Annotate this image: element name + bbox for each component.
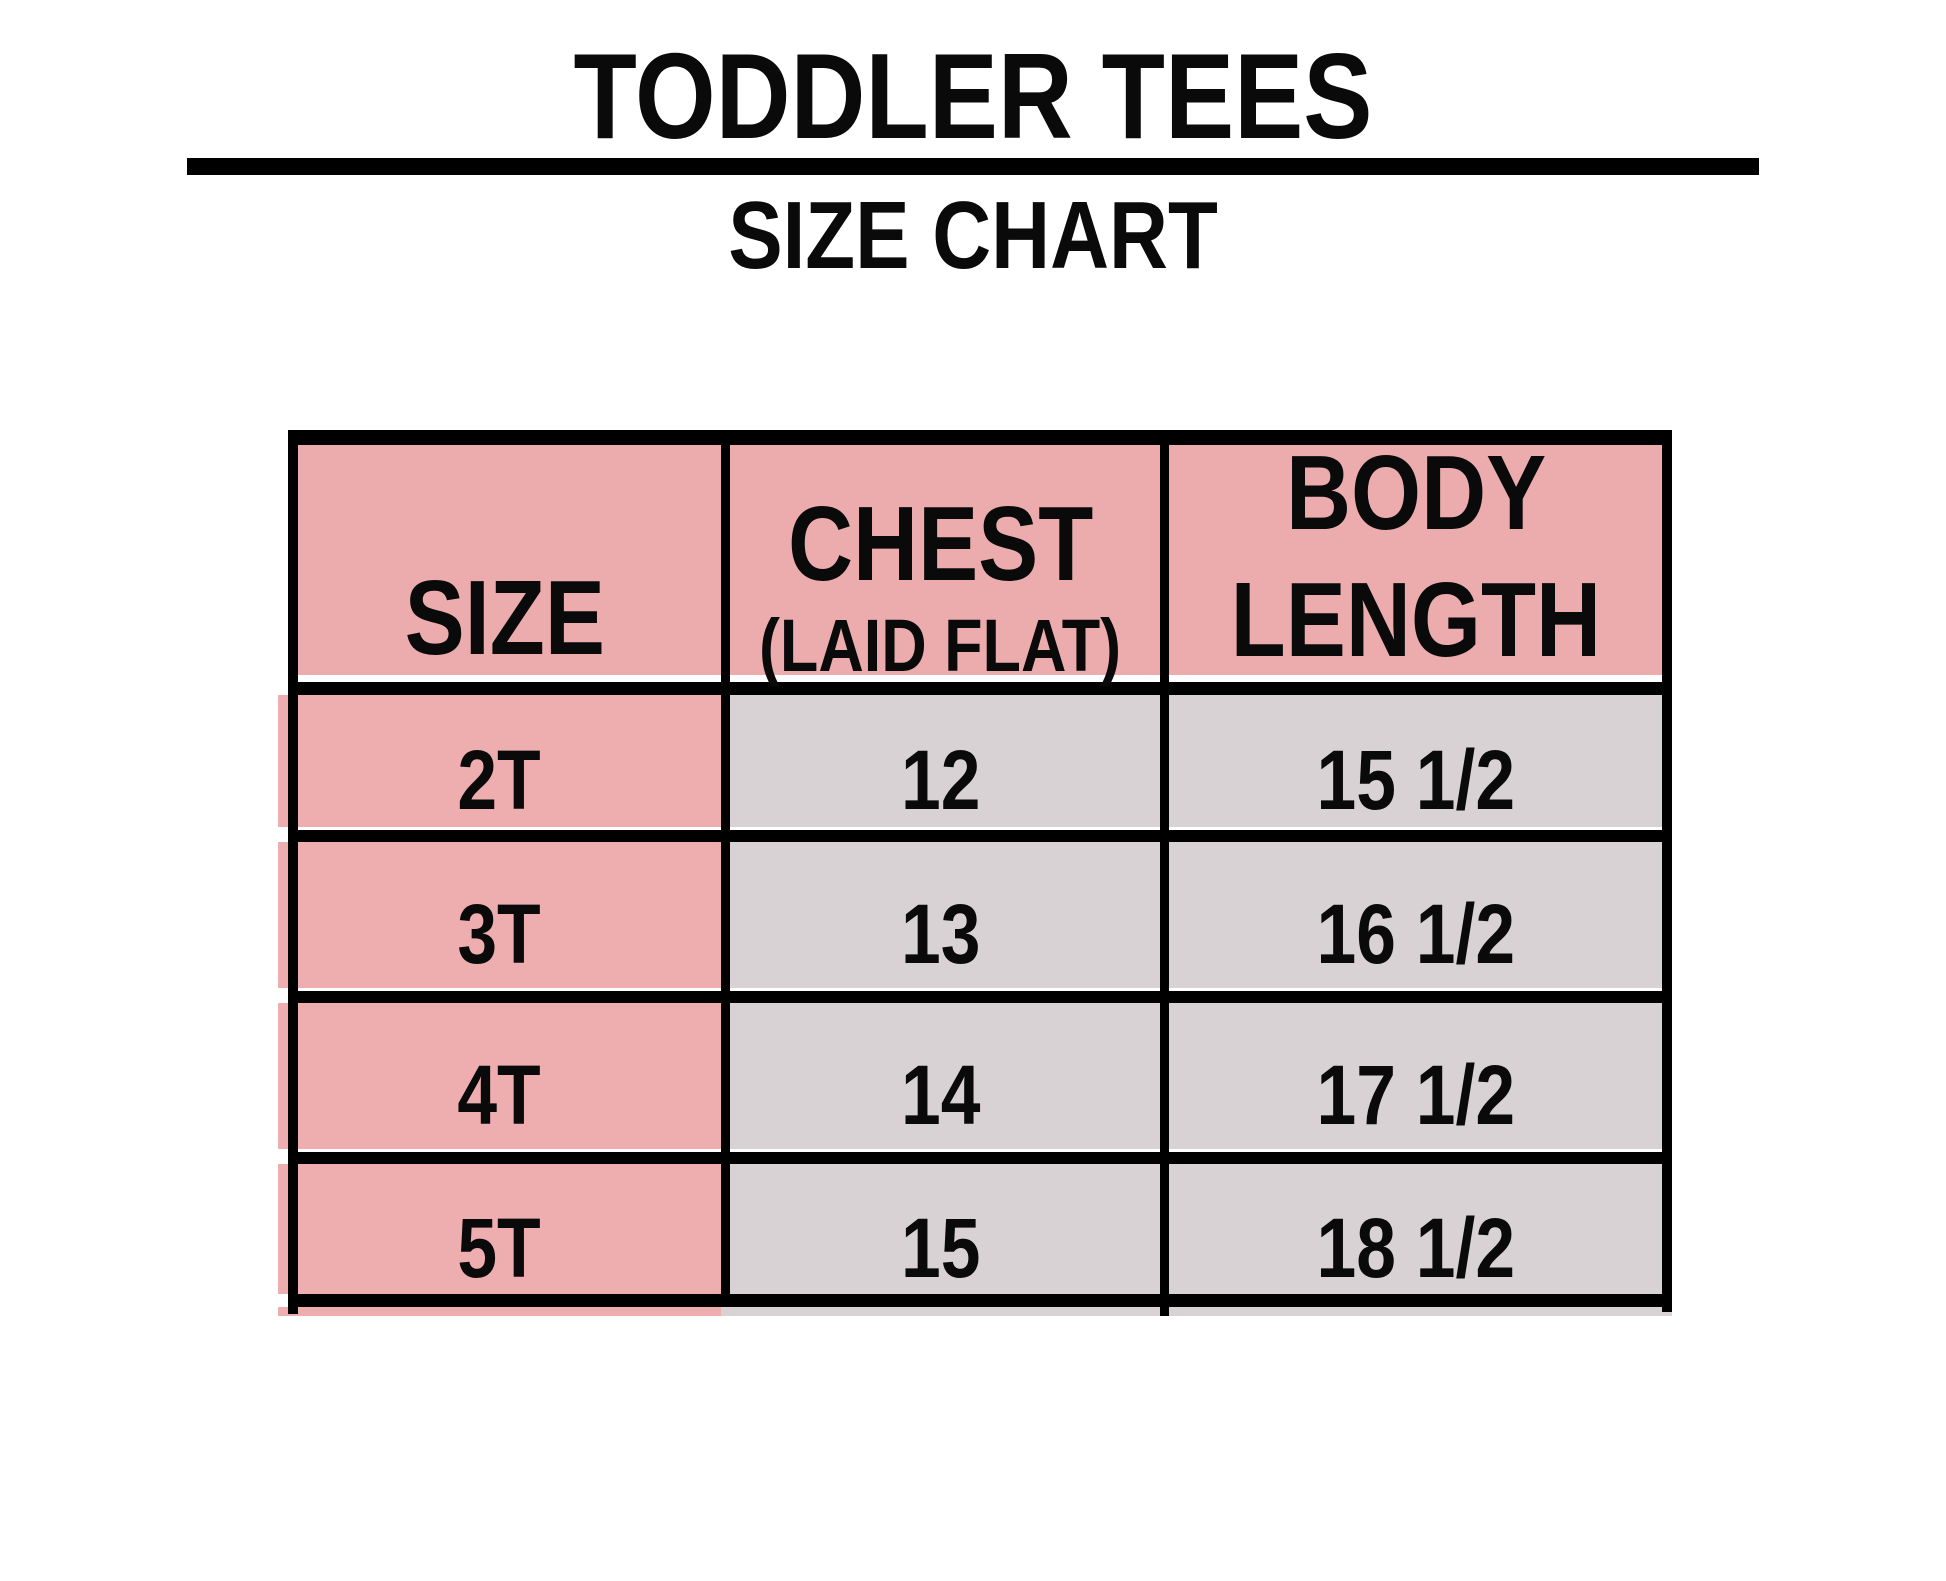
header-cell-chest: CHEST (LAID FLAT)	[721, 445, 1160, 683]
cell-body-length-value: 15 1/2	[1316, 733, 1516, 827]
cell-body-length-value: 18 1/2	[1316, 1201, 1516, 1295]
size-table: SIZE CHEST (LAID FLAT) BODY LENGTH 2T 12…	[278, 430, 1672, 1316]
page-subtitle: SIZE CHART	[0, 178, 1946, 293]
cell-size-value: 3T	[457, 887, 542, 981]
header-size-label: SIZE	[404, 559, 605, 677]
cell-size-value: 5T	[457, 1201, 542, 1295]
cell-size-value: 2T	[457, 733, 542, 827]
header-cell-body-length: BODY LENGTH	[1160, 440, 1672, 679]
table-right-border	[1662, 430, 1672, 1312]
cell-chest-value: 14	[900, 1048, 981, 1142]
row-divider	[288, 988, 1672, 1003]
table-bottom-border	[288, 1294, 1672, 1307]
cell-size: 4T	[278, 1003, 721, 1149]
row-divider	[288, 827, 1672, 842]
table-top-border	[288, 430, 1672, 445]
header-chest-sublabel: (LAID FLAT)	[759, 604, 1122, 687]
header-body-label-line1: BODY	[1285, 434, 1547, 552]
sliver-pink	[278, 1307, 721, 1316]
table-row: 5T 15 18 1/2	[278, 1164, 1672, 1294]
cell-chest: 14	[721, 1003, 1160, 1149]
table-row: 2T 12 15 1/2	[278, 695, 1672, 827]
cell-size: 5T	[278, 1164, 721, 1294]
column-divider-2	[1160, 430, 1169, 1316]
cell-size: 3T	[278, 842, 721, 988]
cell-body-length: 15 1/2	[1160, 695, 1672, 827]
table-bottom-sliver	[278, 1307, 1672, 1316]
cell-chest: 12	[721, 695, 1160, 827]
page-title: TODDLER TEES	[0, 23, 1946, 169]
column-divider-1	[721, 430, 730, 1307]
cell-body-length: 18 1/2	[1160, 1164, 1672, 1294]
cell-body-length: 17 1/2	[1160, 1003, 1672, 1149]
table-header-row: SIZE CHEST (LAID FLAT) BODY LENGTH	[288, 440, 1672, 683]
header-bottom-gap	[288, 675, 1672, 682]
cell-chest-value: 12	[900, 733, 981, 827]
page-title-text: TODDLER TEES	[573, 28, 1373, 164]
header-body-label-line2: LENGTH	[1230, 561, 1602, 679]
cell-body-length-value: 17 1/2	[1316, 1048, 1516, 1142]
cell-chest: 13	[721, 842, 1160, 988]
cell-body-length-value: 16 1/2	[1316, 887, 1516, 981]
cell-chest-value: 15	[900, 1201, 981, 1295]
header-cell-size: SIZE	[288, 445, 721, 675]
cell-body-length: 16 1/2	[1160, 842, 1672, 988]
cell-size-value: 4T	[457, 1048, 542, 1142]
cell-chest: 15	[721, 1164, 1160, 1294]
table-left-border	[288, 430, 298, 1314]
title-divider	[187, 158, 1759, 175]
table-row: 4T 14 17 1/2	[278, 1003, 1672, 1149]
row-divider	[288, 1149, 1672, 1164]
cell-size: 2T	[278, 695, 721, 827]
cell-chest-value: 13	[900, 887, 981, 981]
sliver-gray	[721, 1307, 1672, 1316]
header-bottom-border	[288, 682, 1672, 695]
header-chest-label: CHEST	[787, 485, 1094, 603]
page-subtitle-text: SIZE CHART	[728, 182, 1218, 289]
table-row: 3T 13 16 1/2	[278, 842, 1672, 988]
